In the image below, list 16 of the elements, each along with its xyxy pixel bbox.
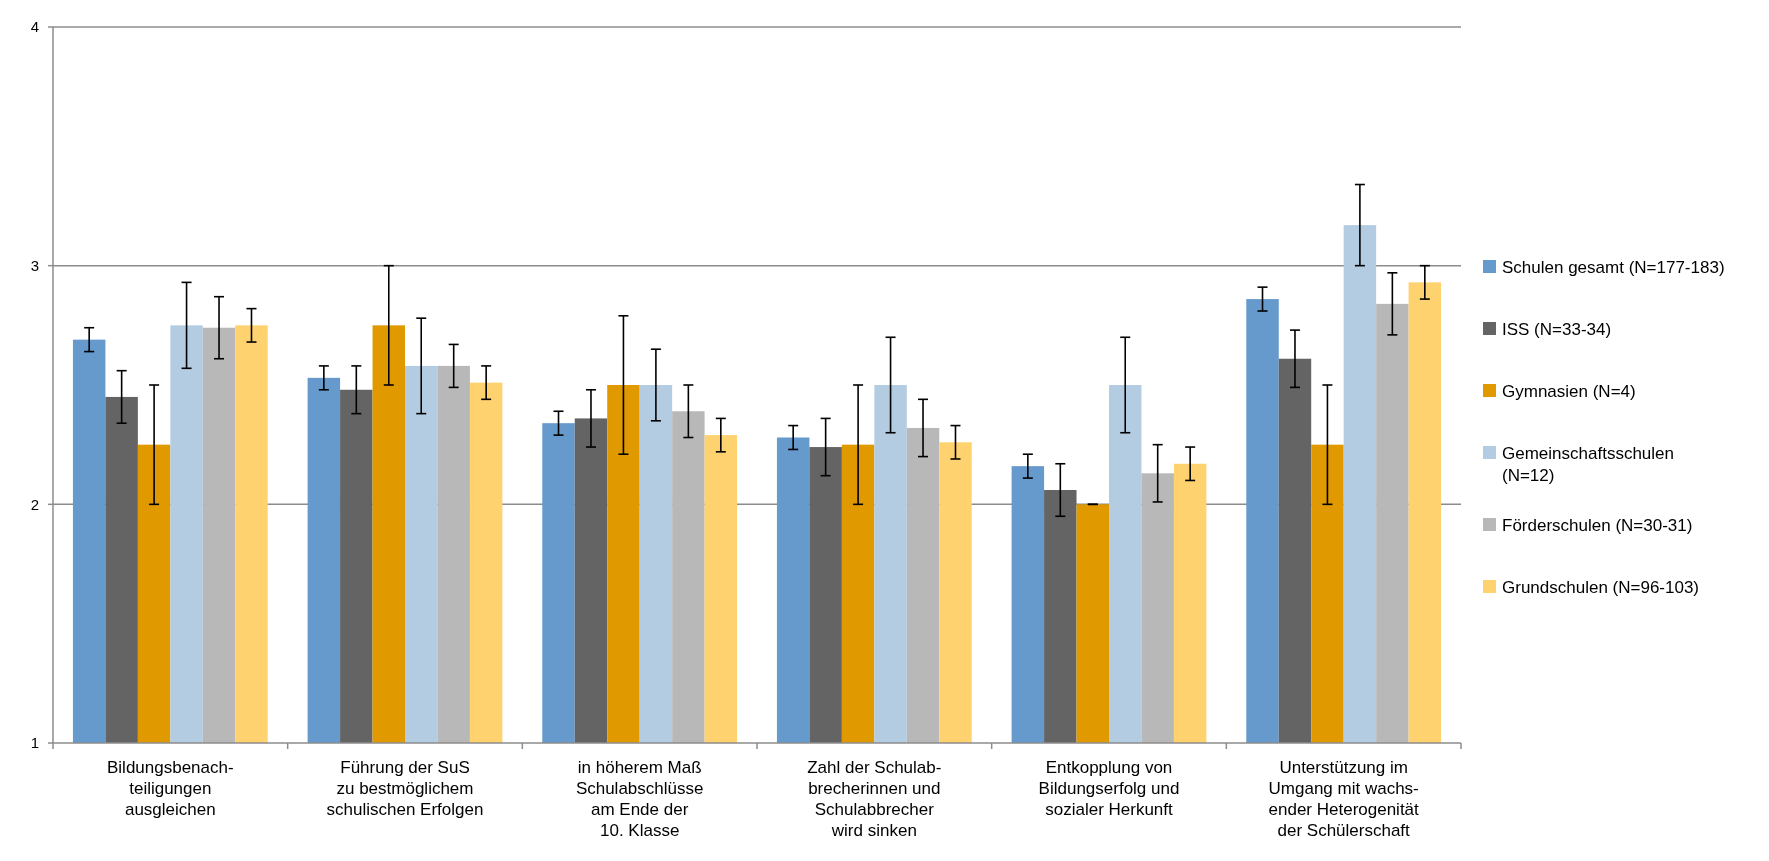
legend-label: Gymnasien (N=4) bbox=[1502, 381, 1636, 401]
x-tick-label: Zahl der Schulab- brecherinnen und Schulabbrecher wird sinken bbox=[807, 758, 942, 840]
x-tick-label: Unterstützung im Umgang mit wachs- ender Heterogenität der Schülerschaft bbox=[1268, 758, 1420, 840]
x-tick-label: Entkopplung von Bildungserfolg und sozialer Herkunft bbox=[1038, 758, 1180, 819]
y-tick-label: 3 bbox=[30, 256, 39, 274]
legend-label: Gemeinschaftsschulen (N=12) bbox=[1502, 443, 1674, 485]
y-tick-label: 1 bbox=[30, 734, 39, 752]
x-tick-label: Führung der SuS zu bestmöglichem schulischen Erfolgen bbox=[326, 758, 484, 819]
y-tick-label: 4 bbox=[30, 18, 39, 36]
x-tick-label: Bildungsbenach- teiligungen ausgleichen bbox=[107, 758, 234, 819]
legend-label: Förderschulen (N=30-31) bbox=[1502, 515, 1693, 535]
legend-label: Grundschulen (N=96-103) bbox=[1502, 577, 1700, 597]
y-tick-label: 2 bbox=[30, 495, 39, 513]
legend-label: ISS (N=33-34) bbox=[1502, 319, 1612, 339]
x-tick-label: in höherem Maß Schulabschlüsse am Ende der 10. Klasse bbox=[575, 758, 704, 840]
legend-label: Schulen gesamt (N=177-183) bbox=[1502, 257, 1725, 277]
